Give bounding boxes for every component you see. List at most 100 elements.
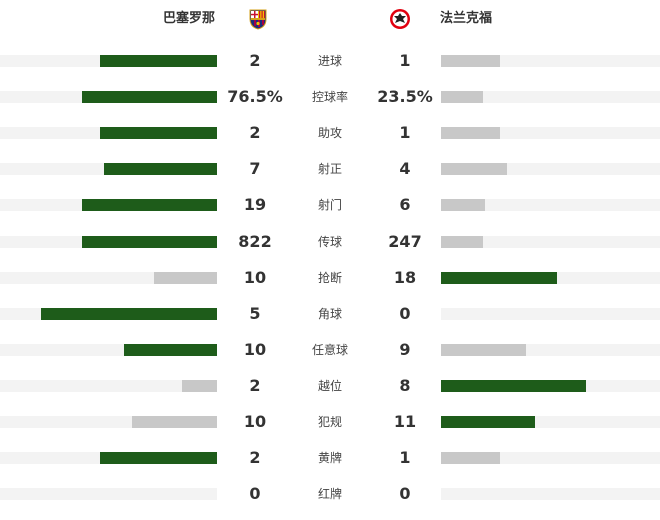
away-team-name: 法兰克福 bbox=[440, 11, 493, 26]
stat-label: 犯规 bbox=[317, 415, 342, 429]
home-stat-value: 76.5% bbox=[227, 87, 283, 107]
away-stat-value: 8 bbox=[399, 375, 411, 395]
away-stat-value: 11 bbox=[393, 412, 417, 431]
away-stat-value: 4 bbox=[399, 159, 411, 179]
home-stat-bar bbox=[132, 416, 217, 428]
home-stat-bar-track bbox=[0, 488, 217, 501]
stat-row: 10 抢断 18 bbox=[0, 266, 660, 290]
away-stat-value: 1 bbox=[399, 123, 411, 143]
stat-label: 黄牌 bbox=[317, 451, 342, 466]
home-stat-bar-track bbox=[0, 343, 217, 356]
home-stat-bar bbox=[99, 127, 217, 140]
home-stat-value: 10 bbox=[243, 267, 267, 287]
stat-label: 任意球 bbox=[311, 342, 348, 357]
away-stat-bar bbox=[441, 235, 483, 248]
home-stat-bar-track bbox=[0, 271, 217, 284]
away-stat-bar bbox=[441, 416, 536, 428]
stat-label: 传球 bbox=[317, 234, 342, 249]
home-stat-value: 10 bbox=[243, 339, 267, 359]
home-stat-bar-track bbox=[0, 163, 217, 176]
home-stat-value: 5 bbox=[249, 303, 261, 323]
away-stat-bar-track bbox=[441, 271, 660, 284]
away-stat-bar-track bbox=[441, 307, 660, 320]
stat-label: 抢断 bbox=[317, 270, 342, 285]
away-stat-bar bbox=[441, 163, 507, 176]
stat-row: 2 越位 8 bbox=[0, 374, 660, 398]
away-stat-bar bbox=[441, 91, 483, 104]
home-stat-bar-track bbox=[0, 127, 217, 140]
home-stat-bar-track bbox=[0, 307, 217, 320]
home-stat-bar-track bbox=[0, 379, 217, 392]
home-team-name: 巴塞罗那 bbox=[162, 11, 215, 26]
stat-label: 进球 bbox=[317, 54, 342, 68]
stat-row: 10 任意球 9 bbox=[0, 338, 660, 362]
away-stat-bar-track bbox=[441, 379, 660, 392]
home-stat-value: 2 bbox=[249, 375, 261, 395]
away-stat-bar bbox=[441, 199, 485, 212]
eintracht-frankfurt-crest-icon bbox=[390, 9, 410, 29]
away-stat-value: 1 bbox=[399, 448, 411, 468]
home-stat-value: 0 bbox=[249, 484, 261, 504]
home-stat-bar bbox=[154, 271, 217, 284]
home-stat-bar bbox=[82, 91, 217, 104]
home-stat-bar-track bbox=[0, 55, 217, 67]
stat-row: 5 角球 0 bbox=[0, 302, 660, 326]
stat-label: 角球 bbox=[317, 306, 342, 321]
stat-row: 7 射正 4 bbox=[0, 157, 660, 181]
away-stat-bar-track bbox=[441, 91, 660, 104]
home-stat-bar bbox=[104, 163, 217, 176]
away-stat-bar bbox=[441, 271, 558, 284]
home-stat-bar bbox=[123, 343, 217, 356]
away-stat-value: 247 bbox=[388, 231, 422, 251]
stat-row: 2 助攻 1 bbox=[0, 121, 660, 145]
away-stat-value: 1 bbox=[399, 51, 411, 70]
home-stat-bar bbox=[182, 379, 217, 392]
away-stat-bar bbox=[441, 452, 501, 465]
away-stat-bar-track bbox=[441, 416, 660, 428]
away-stat-bar-track bbox=[441, 452, 660, 465]
away-stat-bar-track bbox=[441, 235, 660, 248]
away-stat-value: 23.5% bbox=[377, 87, 433, 107]
home-stat-value: 2 bbox=[249, 448, 261, 468]
home-stat-value: 10 bbox=[243, 412, 267, 431]
stat-label: 射门 bbox=[317, 198, 342, 213]
away-stat-value: 18 bbox=[393, 267, 417, 287]
away-stat-bar-track bbox=[441, 55, 660, 67]
home-stat-bar bbox=[82, 199, 217, 212]
home-stat-value: 822 bbox=[238, 231, 272, 251]
home-stat-value: 7 bbox=[249, 159, 261, 179]
away-stat-bar bbox=[441, 55, 501, 67]
stat-label: 射正 bbox=[317, 162, 342, 177]
away-stat-value: 6 bbox=[399, 195, 411, 215]
away-stat-bar-track bbox=[441, 163, 660, 176]
stat-label: 助攻 bbox=[317, 126, 342, 141]
home-stat-bar bbox=[99, 55, 217, 67]
home-stat-bar-track bbox=[0, 91, 217, 104]
away-stat-bar bbox=[441, 127, 501, 140]
stat-row: 0 红牌 0 bbox=[0, 482, 660, 506]
stat-row: 2 黄牌 1 bbox=[0, 446, 660, 470]
home-stat-bar-track bbox=[0, 235, 217, 248]
home-stat-value: 2 bbox=[249, 123, 261, 143]
stat-row: 822 传球 247 bbox=[0, 230, 660, 254]
away-stat-bar bbox=[441, 379, 586, 392]
stat-row: 2 进球 1 bbox=[0, 49, 660, 73]
stat-row: 10 犯规 11 bbox=[0, 410, 660, 434]
home-stat-bar bbox=[99, 452, 217, 465]
away-stat-bar-track bbox=[441, 343, 660, 356]
away-stat-value: 0 bbox=[399, 303, 411, 323]
away-stat-bar-track bbox=[441, 127, 660, 140]
stat-label: 控球率 bbox=[311, 90, 348, 105]
home-stat-value: 2 bbox=[249, 51, 261, 70]
home-stat-bar-track bbox=[0, 452, 217, 465]
stat-row: 76.5% 控球率 23.5% bbox=[0, 85, 660, 109]
away-stat-value: 9 bbox=[399, 339, 411, 359]
away-stat-bar bbox=[441, 343, 527, 356]
away-stat-value: 0 bbox=[399, 484, 411, 504]
away-stat-bar-track bbox=[441, 488, 660, 501]
home-stat-bar-track bbox=[0, 416, 217, 428]
home-stat-value: 19 bbox=[243, 195, 267, 215]
stat-label: 红牌 bbox=[317, 487, 342, 502]
fc-barcelona-crest-icon bbox=[249, 9, 267, 30]
home-stat-bar-track bbox=[0, 199, 217, 212]
